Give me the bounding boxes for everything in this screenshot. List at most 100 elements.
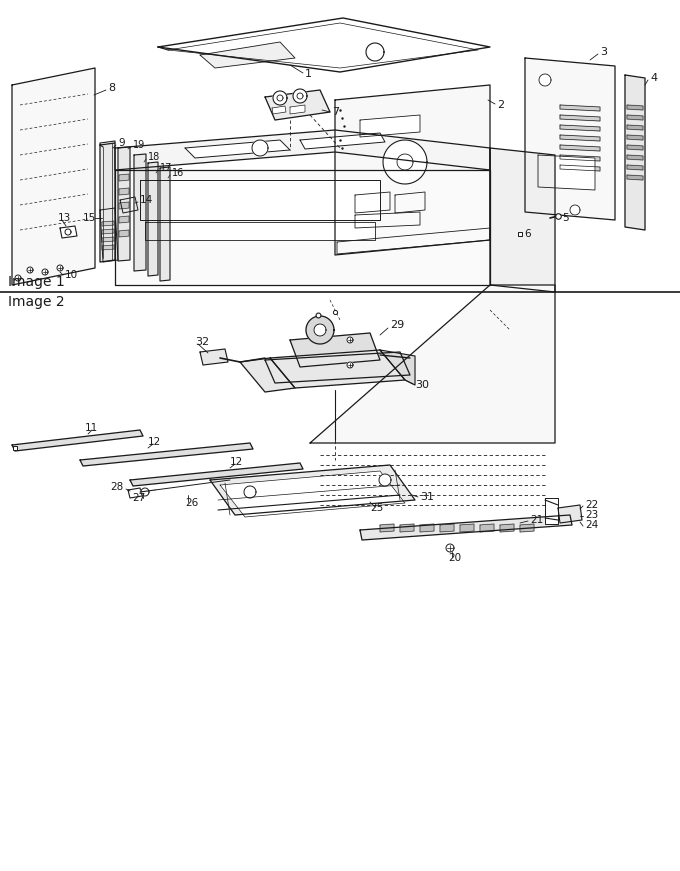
Polygon shape [220,471,405,517]
Polygon shape [65,229,71,235]
Text: 2: 2 [497,100,504,110]
Polygon shape [520,524,534,532]
Polygon shape [128,488,142,498]
Text: 9: 9 [118,138,124,148]
Polygon shape [560,125,600,131]
Polygon shape [560,115,600,121]
Text: 15: 15 [83,213,97,223]
Polygon shape [525,58,615,220]
Polygon shape [160,167,170,281]
Polygon shape [560,105,600,111]
Polygon shape [102,221,114,226]
Polygon shape [119,216,129,223]
Polygon shape [355,192,390,213]
Polygon shape [440,524,454,532]
Polygon shape [627,175,643,180]
Text: 6: 6 [524,229,530,239]
Polygon shape [27,267,33,273]
Polygon shape [119,174,129,181]
Polygon shape [355,212,420,228]
Polygon shape [366,43,384,61]
Text: 8: 8 [108,83,115,93]
Polygon shape [277,95,283,101]
Polygon shape [145,222,375,240]
Polygon shape [625,75,645,230]
Polygon shape [272,106,286,114]
Polygon shape [57,265,63,271]
Polygon shape [210,465,415,515]
Text: 30: 30 [415,380,429,390]
Polygon shape [380,350,415,385]
Text: 17: 17 [160,163,172,173]
Polygon shape [100,208,118,262]
Text: 25: 25 [370,503,384,513]
Text: 32: 32 [195,337,209,347]
Polygon shape [383,140,427,184]
Polygon shape [141,488,149,496]
Polygon shape [360,515,572,540]
Polygon shape [15,275,21,281]
Polygon shape [119,230,129,237]
Text: 11: 11 [85,423,98,433]
Polygon shape [185,140,290,158]
Text: Image 1: Image 1 [8,275,65,289]
Polygon shape [545,498,558,524]
Polygon shape [347,362,353,368]
Polygon shape [337,228,490,254]
Polygon shape [158,18,490,72]
Text: 19: 19 [133,140,146,150]
Polygon shape [460,524,474,532]
Polygon shape [446,544,454,552]
Polygon shape [347,337,353,343]
Text: 1: 1 [305,69,312,79]
Polygon shape [115,170,490,285]
Polygon shape [490,148,555,292]
Text: 22: 22 [585,500,598,510]
Polygon shape [627,115,643,120]
Polygon shape [12,68,95,285]
Polygon shape [335,85,490,255]
Polygon shape [240,358,295,392]
Text: 12: 12 [230,457,243,467]
Polygon shape [306,316,334,344]
Polygon shape [297,93,303,99]
Polygon shape [102,245,114,250]
Polygon shape [538,155,595,190]
Polygon shape [379,474,391,486]
Text: 20: 20 [448,553,461,563]
Polygon shape [168,23,478,68]
Polygon shape [500,524,514,532]
Text: 13: 13 [58,213,71,223]
Text: 3: 3 [600,47,607,57]
Polygon shape [300,133,385,149]
Polygon shape [293,89,307,103]
Text: 31: 31 [420,492,434,502]
Polygon shape [119,202,129,209]
Text: 10: 10 [65,270,78,280]
Polygon shape [200,349,228,365]
Text: 5: 5 [562,213,568,223]
Polygon shape [118,147,130,261]
Polygon shape [265,90,330,120]
Polygon shape [148,162,158,276]
Polygon shape [314,324,326,336]
Polygon shape [560,145,600,151]
Polygon shape [560,165,600,171]
Polygon shape [265,352,410,383]
Polygon shape [627,105,643,110]
Polygon shape [627,135,643,140]
Text: 7: 7 [332,107,339,117]
Polygon shape [420,524,434,532]
Polygon shape [134,154,146,271]
Text: 4: 4 [650,73,657,83]
Text: 21: 21 [530,515,543,525]
Polygon shape [100,143,115,262]
Polygon shape [310,285,555,443]
Polygon shape [130,463,303,486]
Polygon shape [395,192,425,213]
Polygon shape [42,269,48,275]
Polygon shape [120,197,138,213]
Text: 14: 14 [140,195,153,205]
Polygon shape [627,165,643,170]
Polygon shape [627,125,643,130]
